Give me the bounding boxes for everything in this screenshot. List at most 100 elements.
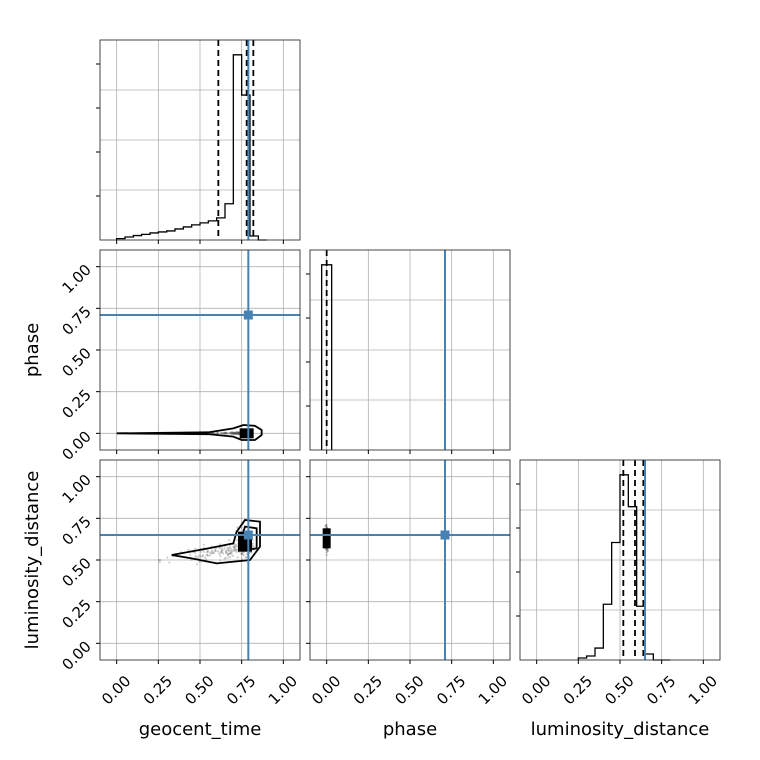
sample-point (325, 524, 328, 527)
sample-point (234, 432, 237, 435)
sample-point (224, 549, 228, 552)
y-tick-label: 0.50 (58, 554, 94, 590)
sample-point (326, 550, 330, 553)
density-core (322, 528, 331, 549)
sample-point (223, 431, 226, 435)
sample-point (231, 432, 234, 435)
x-tick-label: 1.00 (265, 672, 301, 708)
sample-point (226, 553, 230, 556)
sample-point (197, 555, 200, 558)
sample-point (230, 431, 233, 434)
sample-point (236, 526, 239, 529)
sample-point (221, 432, 225, 435)
sample-point (214, 549, 217, 553)
sample-point (235, 432, 238, 435)
sample-point (222, 552, 225, 555)
x-tick-label: 0.75 (643, 672, 679, 708)
sample-point (236, 431, 239, 434)
sample-point (231, 430, 234, 434)
sample-point (236, 556, 239, 559)
sample-point (237, 432, 241, 435)
sample-point (219, 543, 222, 546)
sample-point (220, 432, 223, 435)
sample-point (158, 561, 161, 564)
x-tick-label: 0.75 (223, 672, 259, 708)
sample-point (228, 546, 232, 550)
sample-point (221, 547, 224, 551)
sample-point (237, 432, 241, 435)
sample-point (224, 432, 227, 435)
sample-point (237, 432, 240, 435)
sample-point (221, 549, 224, 552)
sample-point (234, 543, 237, 546)
sample-point (237, 432, 240, 435)
sample-point (231, 432, 234, 435)
sample-point (225, 432, 228, 435)
sample-point (230, 550, 233, 553)
sample-point (230, 548, 233, 551)
sample-point (166, 556, 169, 559)
panel-geocent_time-vs-phase: 0.00 0.25 0.50 0.75 1.00 (58, 249, 301, 464)
sample-point (199, 555, 203, 559)
sample-point (227, 432, 230, 435)
sample-point (241, 553, 244, 556)
sample-point (206, 550, 209, 554)
truth-marker (243, 530, 253, 540)
sample-point (194, 554, 197, 558)
sample-point (252, 545, 255, 548)
y-tick-label: 0.75 (58, 512, 94, 548)
sample-point (237, 432, 241, 435)
contour-line (238, 525, 258, 551)
sample-point (206, 554, 210, 557)
sample-point (232, 432, 235, 435)
sample-point (194, 556, 197, 559)
sample-point (240, 526, 243, 529)
sample-point (237, 431, 240, 434)
x-tick-label: 1.00 (685, 672, 721, 708)
sample-point (251, 544, 254, 547)
sample-point (224, 550, 227, 553)
sample-point (219, 555, 222, 558)
sample-point (237, 432, 240, 435)
sample-point (210, 550, 213, 553)
sample-point (228, 539, 231, 542)
sample-point (234, 549, 237, 552)
sample-point (159, 558, 162, 562)
sample-point (194, 547, 197, 550)
sample-point (237, 432, 240, 435)
sample-point (218, 552, 221, 555)
sample-point (233, 431, 236, 435)
sample-point (227, 553, 230, 556)
sample-point (223, 432, 226, 435)
sample-point (205, 553, 208, 556)
sample-point (195, 563, 199, 566)
sample-point (227, 556, 230, 559)
sample-point (233, 432, 236, 435)
sample-point (219, 546, 222, 549)
sample-point (228, 431, 232, 435)
sample-point (325, 524, 328, 527)
sample-point (225, 432, 228, 435)
sample-point (235, 432, 239, 435)
sample-point (236, 430, 239, 434)
sample-point (234, 432, 237, 435)
sample-point (233, 431, 236, 435)
sample-point (229, 555, 232, 559)
sample-point (232, 545, 236, 548)
sample-point (211, 552, 215, 555)
sample-point (235, 432, 238, 435)
sample-point (231, 432, 234, 435)
sample-point (216, 550, 220, 553)
sample-point (226, 546, 229, 550)
sample-point (225, 551, 228, 555)
sample-point (239, 552, 243, 555)
y-axis-label-phase: phase (22, 323, 43, 377)
sample-point (206, 553, 209, 557)
sample-point (326, 549, 329, 553)
density-core (239, 428, 254, 439)
sample-point (237, 432, 241, 435)
sample-point (225, 432, 228, 435)
sample-point (201, 555, 204, 558)
sample-point (237, 432, 241, 435)
sample-point (199, 550, 202, 554)
